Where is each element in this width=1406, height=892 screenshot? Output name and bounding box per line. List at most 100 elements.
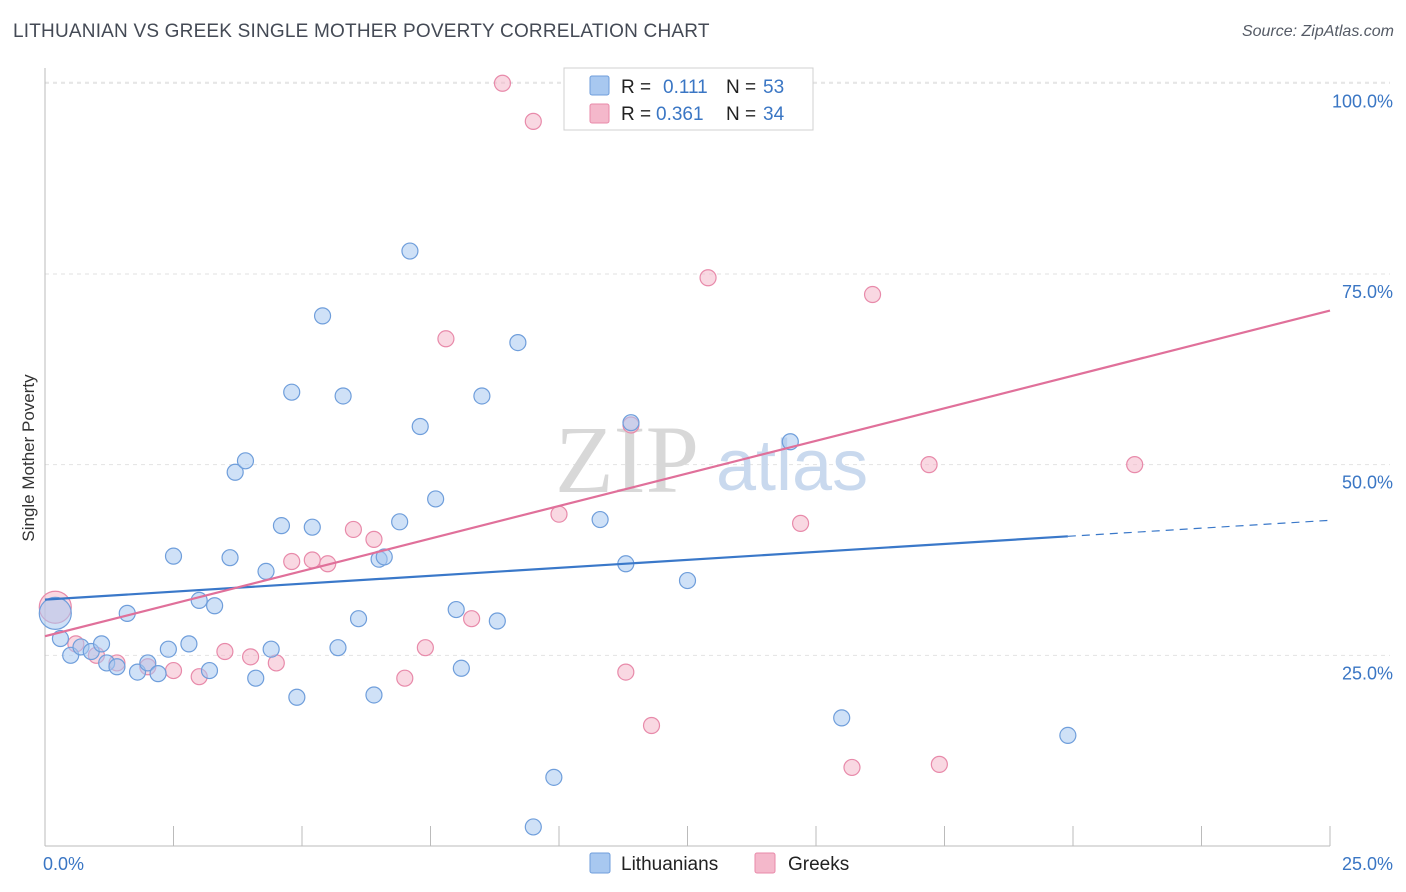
legend-r-value-lithuanians: 0.111: [663, 77, 708, 98]
point-lithuanians-35: [391, 513, 409, 531]
legend-swatch-greeks: [589, 103, 610, 124]
legend-r-label-greeks: R =: [621, 104, 651, 125]
point-greeks-31: [930, 755, 948, 773]
x-tick-label-0: 0.0%: [43, 854, 84, 874]
x-tick-labels: 0.0% 25.0%: [43, 854, 1393, 874]
y-tick-label-1: 50.0%: [1342, 473, 1393, 493]
legend-n-label-lithuanians: N =: [726, 77, 756, 98]
point-lithuanians-11: [149, 665, 167, 683]
point-lithuanians-51: [833, 709, 851, 727]
point-lithuanians-24: [272, 517, 291, 535]
point-lithuanians-46: [591, 510, 609, 529]
point-lithuanians-19: [226, 463, 244, 481]
legend-n-value-lithuanians: 53: [763, 77, 784, 98]
point-greeks-17: [437, 330, 455, 348]
trendlines: [44, 309, 1331, 638]
point-greeks-18: [463, 610, 481, 628]
point-lithuanians-49: [678, 571, 697, 590]
gridlines: [45, 81, 1390, 656]
point-lithuanians-39: [447, 600, 465, 619]
point-greeks-25: [699, 269, 717, 287]
point-lithuanians-38: [427, 490, 445, 508]
point-greeks-7: [216, 642, 234, 661]
point-lithuanians-25: [283, 383, 301, 401]
point-lithuanians-30: [334, 387, 352, 405]
point-lithuanians-28: [313, 307, 332, 325]
legend-n-value-greeks: 34: [763, 104, 785, 125]
point-greeks-13: [344, 520, 362, 539]
point-lithuanians-29: [329, 639, 347, 657]
point-lithuanians-1: [51, 629, 70, 648]
watermark: ZIP atlas: [555, 406, 868, 513]
point-lithuanians-12: [159, 640, 177, 658]
point-greeks-32: [1126, 456, 1144, 474]
point-greeks-16: [416, 639, 434, 657]
trendline-lithuanians: [44, 535, 1068, 601]
points-lithuanians: [38, 242, 1077, 836]
bottom-legend-label-lithuanians: Lithuanians: [621, 854, 718, 875]
point-lithuanians-43: [509, 333, 527, 352]
point-lithuanians-10: [139, 654, 157, 672]
bottom-legend-swatch-lithuanians: [589, 852, 611, 874]
point-lithuanians-37: [411, 417, 429, 436]
point-lithuanians-20: [236, 452, 255, 470]
point-greeks-10: [283, 552, 301, 571]
trendline-greeks: [44, 309, 1331, 638]
x-ticks: [44, 826, 1331, 846]
legend-swatch-lithuanians: [589, 75, 610, 96]
point-lithuanians-21: [247, 669, 265, 687]
point-lithuanians-16: [200, 661, 219, 680]
point-lithuanians-22: [257, 562, 275, 581]
point-lithuanians-17: [206, 597, 224, 615]
point-greeks-20: [524, 112, 542, 130]
point-greeks-19: [493, 74, 512, 92]
point-lithuanians-13: [164, 547, 183, 565]
stats-legend: R = 0.111 N = 53 R = 0.361 N = 34: [563, 67, 814, 131]
point-lithuanians-0: [38, 596, 72, 630]
point-greeks-30: [920, 456, 938, 474]
point-greeks-28: [843, 758, 861, 777]
point-lithuanians-31: [349, 610, 368, 628]
point-lithuanians-23: [262, 640, 280, 658]
y-axis-title: Single Mother Poverty: [19, 374, 38, 542]
point-lithuanians-44: [524, 818, 542, 836]
chart-title: LITHUANIAN VS GREEK SINGLE MOTHER POVERT…: [13, 21, 710, 42]
point-greeks-22: [617, 663, 635, 681]
point-lithuanians-34: [375, 548, 393, 566]
point-lithuanians-45: [545, 768, 563, 786]
y-tick-label-0: 25.0%: [1342, 663, 1393, 683]
point-lithuanians-7: [108, 658, 126, 676]
point-lithuanians-32: [365, 686, 383, 704]
y-tick-label-2: 75.0%: [1342, 282, 1393, 302]
point-lithuanians-41: [473, 387, 491, 405]
legend-r-label-lithuanians: R =: [621, 77, 651, 98]
point-greeks-11: [303, 551, 321, 569]
point-greeks-21: [550, 505, 568, 523]
point-greeks-29: [863, 285, 882, 304]
point-lithuanians-27: [303, 518, 321, 536]
point-greeks-5: [164, 661, 183, 680]
series-legend: Lithuanians Greeks: [589, 852, 849, 875]
point-lithuanians-42: [488, 612, 506, 630]
point-greeks-15: [396, 669, 414, 687]
source-label: Source: ZipAtlas.com: [1241, 23, 1394, 40]
point-lithuanians-26: [288, 688, 306, 706]
y-tick-label-3: 100.0%: [1332, 91, 1393, 111]
legend-n-label-greeks: N =: [726, 104, 756, 125]
bottom-legend-swatch-greeks: [754, 852, 776, 874]
point-lithuanians-40: [452, 659, 470, 677]
point-greeks-14: [365, 530, 383, 548]
legend-r-value-greeks: 0.361: [656, 104, 704, 125]
x-tick-label-1: 25.0%: [1342, 854, 1393, 874]
bottom-legend-label-greeks: Greeks: [788, 854, 849, 875]
point-lithuanians-52: [1059, 726, 1077, 745]
trendline-lithuanians-extension: [1067, 519, 1331, 537]
point-lithuanians-5: [92, 635, 111, 653]
point-lithuanians-36: [401, 242, 419, 260]
point-greeks-8: [242, 648, 260, 666]
point-lithuanians-48: [622, 414, 640, 432]
point-lithuanians-14: [180, 635, 198, 653]
point-lithuanians-18: [221, 549, 239, 567]
point-greeks-27: [791, 514, 810, 532]
